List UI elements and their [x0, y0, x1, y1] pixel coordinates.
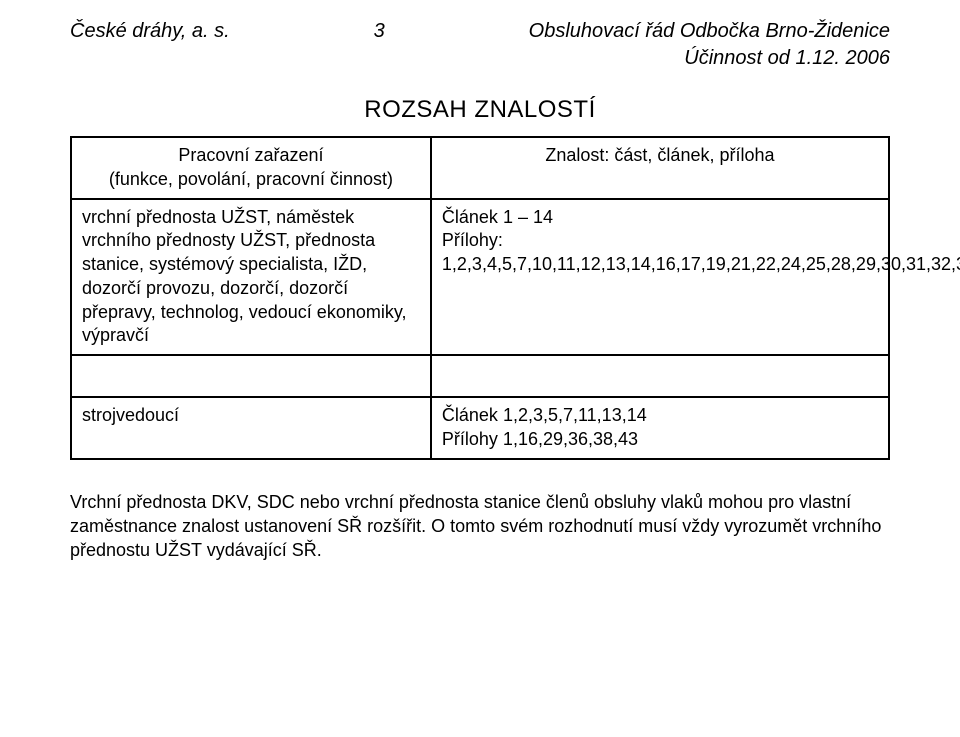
header-right: Obsluhovací řád Odbočka Brno-Židenice [529, 20, 890, 43]
page-title: ROZSAH ZNALOSTÍ [70, 96, 890, 124]
document-page: České dráhy, a. s. 3 Obsluhovací řád Odb… [0, 0, 960, 737]
knowledge-table: Pracovní zařazení(funkce, povolání, prac… [70, 136, 890, 460]
header-left: České dráhy, a. s. [70, 20, 230, 43]
header-page-number: 3 [374, 20, 385, 43]
table-cell-left: strojvedoucí [71, 397, 431, 459]
table-spacer-row [71, 355, 889, 397]
table-spacer-cell [431, 355, 889, 397]
page-header: České dráhy, a. s. 3 Obsluhovací řád Odb… [70, 20, 890, 43]
table-cell-left: vrchní přednosta UŽST, náměstek vrchního… [71, 199, 431, 356]
table-head-right: Znalost: část, článek, příloha [431, 137, 889, 199]
table-row: vrchní přednosta UŽST, náměstek vrchního… [71, 199, 889, 356]
table-cell-right: Článek 1 – 14Přílohy: 1,2,3,4,5,7,10,11,… [431, 199, 889, 356]
footnote-paragraph: Vrchní přednosta DKV, SDC nebo vrchní př… [70, 490, 890, 563]
table-cell-right: Článek 1,2,3,5,7,11,13,14Přílohy 1,16,29… [431, 397, 889, 459]
table-row: strojvedoucí Článek 1,2,3,5,7,11,13,14Př… [71, 397, 889, 459]
table-spacer-cell [71, 355, 431, 397]
table-head-left: Pracovní zařazení(funkce, povolání, prac… [71, 137, 431, 199]
table-header-row: Pracovní zařazení(funkce, povolání, prac… [71, 137, 889, 199]
header-subline: Účinnost od 1.12. 2006 [70, 47, 890, 70]
